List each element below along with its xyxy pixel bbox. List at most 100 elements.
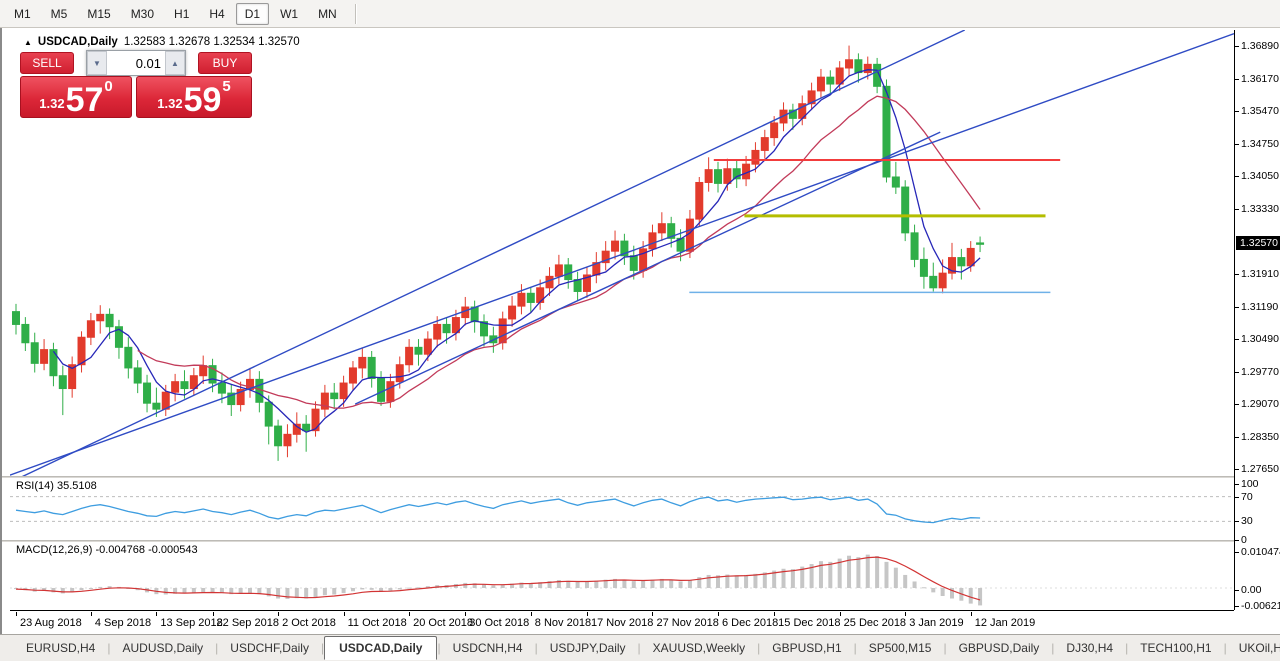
upper-channel[interactable] [10,30,966,476]
time-axis-tick [156,612,158,616]
macd-histogram-bar [463,582,468,588]
candle-body [433,323,442,340]
sell-price-prefix: 1.32 [39,96,65,111]
price-axis[interactable]: 1.32570 1.36890 1.36170 1.35470 1.34750 1.34… [1234,30,1280,612]
chart-tab-usdjpy[interactable]: USDJPY,Daily [549,641,626,655]
inner-support[interactable] [354,131,941,405]
candle-body [114,326,123,348]
macd-histogram-bar [940,588,945,596]
time-axis-tick [343,612,345,616]
timeframe-button-w1[interactable]: W1 [280,6,299,21]
candle-body [377,377,386,402]
candle-body [12,311,20,325]
chart-tab-usdcad[interactable]: USDCAD,Daily [324,636,438,660]
macd-histogram-bar [772,570,777,588]
price-axis-label: 1.36890 [1241,39,1279,52]
tab-separator: | [1223,641,1227,655]
candle-body [423,338,432,355]
macd-histogram-bar [856,557,861,588]
timeframe-button-mn[interactable]: MN [318,6,337,21]
chart-tab-gbpusd[interactable]: GBPUSD,Daily [958,641,1040,655]
candle-body [171,381,180,393]
macd-histogram-bar [968,588,973,604]
volume-increase-icon[interactable]: ▲ [165,51,185,75]
candle-body [386,381,395,402]
volume-decrease-icon[interactable]: ▼ [87,51,107,75]
pane-splitter[interactable] [2,540,1280,542]
chart-tab-eurusd[interactable]: EURUSD,H4 [26,641,96,655]
candle-body [657,223,666,234]
timeframe-button-m15[interactable]: M15 [87,6,111,21]
time-axis-tick [774,612,776,616]
time-axis-tick [278,612,280,616]
main-chart-pane[interactable]: ▲ USDCAD,Daily 1.32583 1.32678 1.32534 1… [10,30,1234,477]
rsi-indicator-pane[interactable]: RSI(14) 35.5108 [10,478,1234,541]
candle-body [788,109,797,119]
candle-body [976,242,985,245]
candle-body [274,425,283,447]
timeframe-button-h1[interactable]: H1 [174,6,190,21]
longterm-trendline[interactable] [10,33,1234,476]
macd-histogram-bar [781,568,786,588]
macd-histogram-bar [659,578,664,588]
buy-price-big: 59 [183,81,222,119]
macd-label: MACD(12,26,9) -0.004768 -0.000543 [16,544,198,556]
chart-tab-audusd[interactable]: AUDUSD,Daily [122,641,204,655]
chart-tab-ukoil[interactable]: UKOil,H1 [1238,641,1280,655]
candle-body [227,392,236,406]
price-axis-label: 1.34750 [1241,137,1279,150]
macd-histogram-bar [416,587,421,589]
candle-body [704,169,713,183]
tab-separator: | [1125,641,1129,655]
current-price-tag: 1.32570 [1236,236,1280,251]
chart-tab-gbpusd[interactable]: GBPUSD,H1 [772,641,842,655]
candle-body [620,240,629,257]
candle-body [414,346,423,355]
chart-tab-xauusd[interactable]: XAUUSD,Weekly [652,641,746,655]
buy-button[interactable]: BUY [198,52,252,74]
chart-tab-bar: EURUSD,H4 | AUDUSD,Daily | USDCHF,Daily | USDC… [0,634,1280,661]
rsi-label: RSI(14) 35.5108 [16,480,97,492]
macd-histogram-bar [379,588,384,592]
pane-splitter[interactable] [2,476,1280,478]
macd-histogram-bar [847,555,852,588]
macd-signal-line [15,556,981,601]
time-axis-label: 17 Nov 2018 [590,617,654,629]
chart-tab-usdcnh[interactable]: USDCNH,H4 [452,641,523,655]
time-axis-tick [465,612,467,616]
chart-tab-sp500[interactable]: SP500,M15 [868,641,932,655]
chart-tab-tech100[interactable]: TECH100,H1 [1140,641,1212,655]
candle-body [339,382,348,400]
candle-body [760,137,769,151]
chart-tab-usdchf[interactable]: USDCHF,Daily [230,641,309,655]
timeframe-button-d1[interactable]: D1 [235,2,270,25]
candle-body [611,240,620,252]
candle-body [508,305,517,320]
macd-indicator-pane[interactable]: MACD(12,26,9) -0.004768 -0.000543 [10,542,1234,611]
collapse-trade-panel-icon[interactable]: ▲ [24,37,32,47]
time-axis-label: 6 Dec 2018 [722,617,779,629]
volume-input[interactable] [107,54,165,72]
candle-body [601,250,610,264]
timeframe-button-h4[interactable]: H4 [209,6,225,21]
chart-tab-dj30[interactable]: DJ30,H4 [1066,641,1114,655]
macd-histogram-bar [584,581,589,588]
buy-price-display[interactable]: 1.32 59 5 [136,76,252,118]
candle-body [667,223,676,239]
macd-histogram-bar [697,577,702,588]
macd-histogram-bar [163,588,168,595]
axis-tick [1235,606,1239,607]
candle-body [161,391,170,410]
timeframe-button-m5[interactable]: M5 [50,6,68,21]
timeframe-button-m1[interactable]: M1 [14,6,31,21]
macd-histogram-bar [219,588,224,594]
sell-price-display[interactable]: 1.32 57 0 [20,76,132,118]
timeframe-button-m30[interactable]: M30 [130,6,155,21]
chart-window: ▲ USDCAD,Daily 1.32583 1.32678 1.32534 1… [0,28,1280,634]
price-axis-label: 1.34050 [1241,169,1279,182]
candle-body [854,59,863,74]
macd-histogram-bar [70,588,75,592]
time-axis[interactable]: 23 Aug 2018 4 Sep 2018 13 Sep 2018 22 Sep 2… [10,612,1280,634]
sell-button[interactable]: SELL [20,52,74,74]
axis-tick [1235,540,1239,541]
